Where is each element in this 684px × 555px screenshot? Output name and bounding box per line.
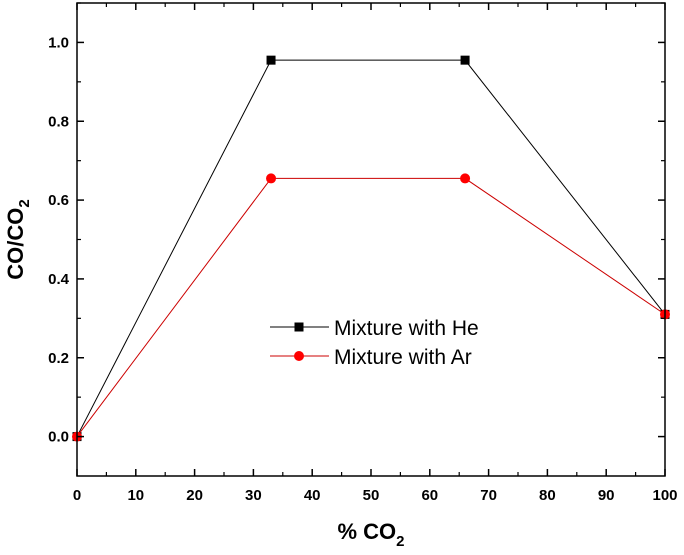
data-point-circle bbox=[266, 173, 277, 184]
y-tick-label: 0.2 bbox=[48, 350, 69, 367]
x-tick-label: 60 bbox=[421, 487, 438, 504]
x-tick-label: 100 bbox=[652, 487, 677, 504]
legend-marker-mixture-he bbox=[294, 322, 304, 332]
y-tick-label: 1.0 bbox=[48, 34, 69, 51]
data-point-square bbox=[460, 55, 470, 65]
x-tick-label: 10 bbox=[127, 487, 144, 504]
y-axis-title: CO/CO2 bbox=[3, 199, 33, 279]
x-tick-label: 20 bbox=[186, 487, 203, 504]
y-tick-label: 0.0 bbox=[48, 429, 69, 446]
y-axis-title-sub: 2 bbox=[16, 199, 33, 207]
x-tick-label: 90 bbox=[598, 487, 615, 504]
x-tick-label: 0 bbox=[73, 487, 81, 504]
legend-label-mixture-he: Mixture with He bbox=[334, 317, 479, 340]
axis-ticks: 0 10 20 30 40 50 60 70 80 90 100 0.0 0.2 0.4 0.6 0.8 1.0 bbox=[48, 2, 678, 504]
plot-frame bbox=[76, 2, 666, 477]
y-axis-title-main: CO/CO bbox=[3, 208, 28, 280]
legend-label-mixture-ar: Mixture with Ar bbox=[334, 346, 472, 369]
x-tick-label: 30 bbox=[245, 487, 262, 504]
legend: Mixture with He Mixture with Ar bbox=[270, 317, 479, 369]
series-line-0 bbox=[76, 59, 666, 437]
data-point-square bbox=[266, 55, 276, 65]
y-tick-label: 0.8 bbox=[48, 113, 69, 130]
y-tick-label: 0.6 bbox=[48, 192, 69, 209]
x-axis-title: % CO2 bbox=[337, 519, 404, 550]
chart-marks bbox=[72, 55, 670, 442]
x-tick-label: 50 bbox=[363, 487, 380, 504]
x-tick-label: 80 bbox=[539, 487, 556, 504]
x-tick-label: 70 bbox=[480, 487, 497, 504]
x-tick-label: 40 bbox=[304, 487, 321, 504]
series-line-1 bbox=[76, 177, 666, 437]
x-axis-title-main: % CO bbox=[337, 519, 396, 544]
data-point-circle bbox=[460, 173, 471, 184]
legend-marker-mixture-ar bbox=[294, 351, 304, 361]
y-tick-label: 0.4 bbox=[48, 271, 70, 288]
x-axis-title-sub: 2 bbox=[396, 533, 404, 550]
